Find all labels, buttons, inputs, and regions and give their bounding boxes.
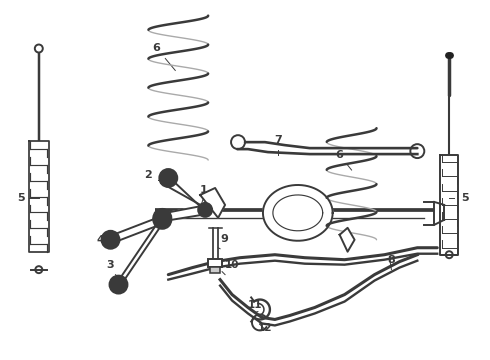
Text: 1: 1: [199, 185, 207, 195]
Circle shape: [153, 209, 172, 227]
Text: 3: 3: [107, 260, 114, 270]
Polygon shape: [119, 216, 162, 289]
Polygon shape: [263, 185, 333, 241]
FancyBboxPatch shape: [208, 259, 222, 267]
Polygon shape: [200, 188, 225, 218]
Text: 9: 9: [220, 234, 228, 244]
Text: 2: 2: [145, 170, 152, 180]
Text: 5: 5: [461, 193, 469, 203]
Circle shape: [110, 276, 127, 293]
Text: 7: 7: [274, 135, 282, 145]
FancyBboxPatch shape: [210, 267, 220, 273]
Polygon shape: [155, 206, 208, 221]
Circle shape: [153, 211, 172, 229]
Text: 4: 4: [97, 235, 104, 245]
Polygon shape: [111, 216, 162, 244]
Text: 6: 6: [336, 150, 343, 160]
Circle shape: [159, 169, 177, 187]
Circle shape: [198, 203, 212, 217]
Polygon shape: [340, 228, 355, 252]
Polygon shape: [29, 141, 49, 252]
Polygon shape: [440, 155, 458, 255]
Text: 12: 12: [258, 323, 272, 333]
Text: 8: 8: [388, 255, 395, 265]
Circle shape: [101, 231, 120, 249]
Text: 5: 5: [17, 193, 24, 203]
Polygon shape: [161, 183, 208, 214]
Text: 10: 10: [225, 260, 240, 270]
Text: 6: 6: [152, 42, 160, 53]
Text: 11: 11: [248, 300, 263, 310]
